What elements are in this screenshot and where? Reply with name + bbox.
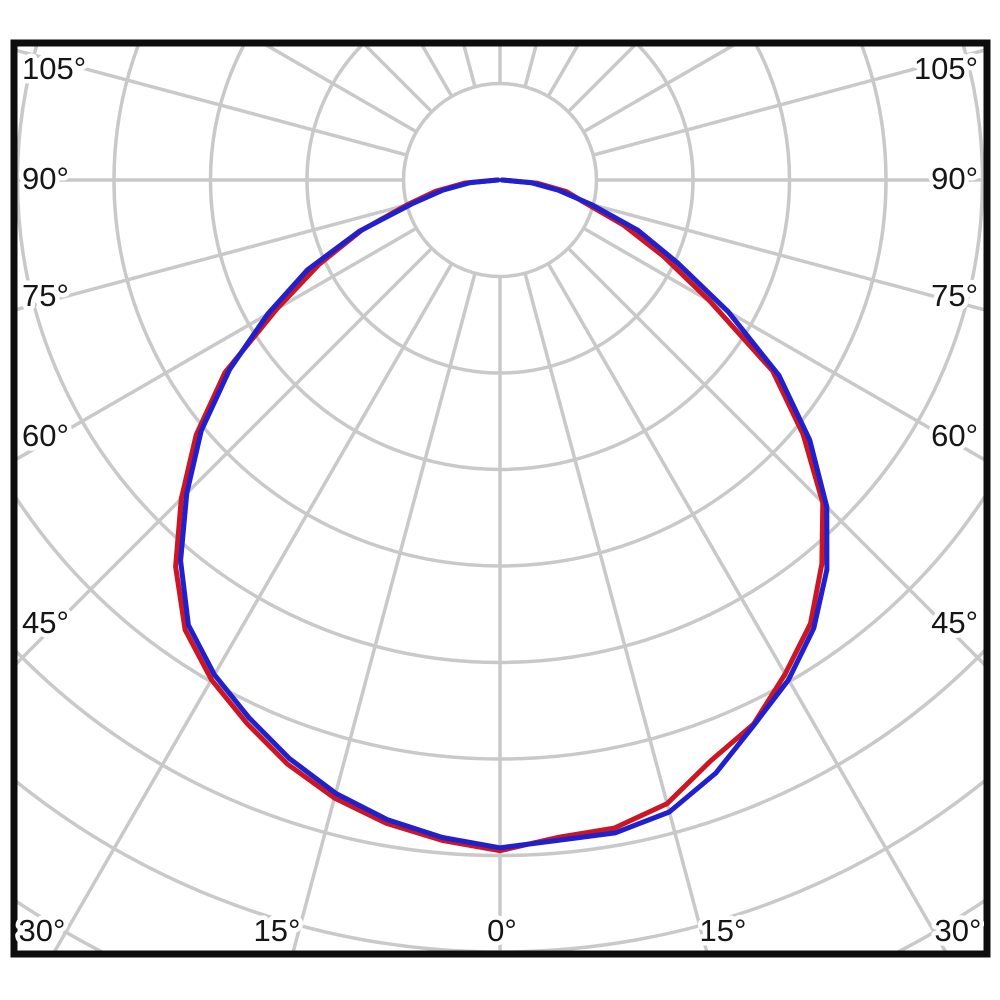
grid-spoke-45deg (566, 246, 984, 666)
grid-spoke-285deg (17, 203, 408, 312)
angle-labels: 105° 90° 75° 60° 45° 105° 90° 75° 60° 45° 30° 15° 0°… (14, 47, 986, 953)
grid-spoke-15deg (523, 272, 709, 951)
grid-spoke-345deg (291, 272, 477, 951)
angle-label-bottom-0°: 0° (487, 913, 517, 948)
grid-spoke-105deg (592, 48, 984, 157)
grid-spoke-60deg (582, 226, 984, 462)
grid-spoke-330deg (53, 262, 454, 951)
grid-spoke-300deg (17, 226, 418, 461)
angle-label-right-60°: 60° (931, 418, 978, 453)
angle-label-bottom-30°: 30° (935, 913, 982, 948)
intensity-curves (173, 177, 830, 854)
angle-label-right-75°: 75° (931, 278, 978, 313)
angle-label-left-90°: 90° (22, 161, 69, 196)
plot-border (10, 39, 991, 958)
grid-spoke-75deg (592, 203, 984, 312)
grid-spoke-255deg (17, 48, 408, 157)
angle-label-right-90°: 90° (931, 161, 978, 196)
red-curve (173, 177, 826, 854)
angle-label-left-105°: 105° (22, 51, 86, 86)
angle-label-bottom-30°: 30° (19, 913, 66, 948)
angle-label-right-105°: 105° (914, 51, 978, 86)
blue-curve (178, 177, 830, 851)
grid-spoke-30deg (546, 262, 947, 951)
angle-label-bottom-15°: 15° (700, 913, 747, 948)
angle-label-right-45°: 45° (931, 605, 978, 640)
angle-label-left-75°: 75° (22, 278, 69, 313)
angle-label-left-60°: 60° (22, 418, 69, 453)
angle-label-left-45°: 45° (22, 605, 69, 640)
grid-spoke-315deg (17, 246, 434, 665)
angle-label-bottom-15°: 15° (254, 913, 301, 948)
